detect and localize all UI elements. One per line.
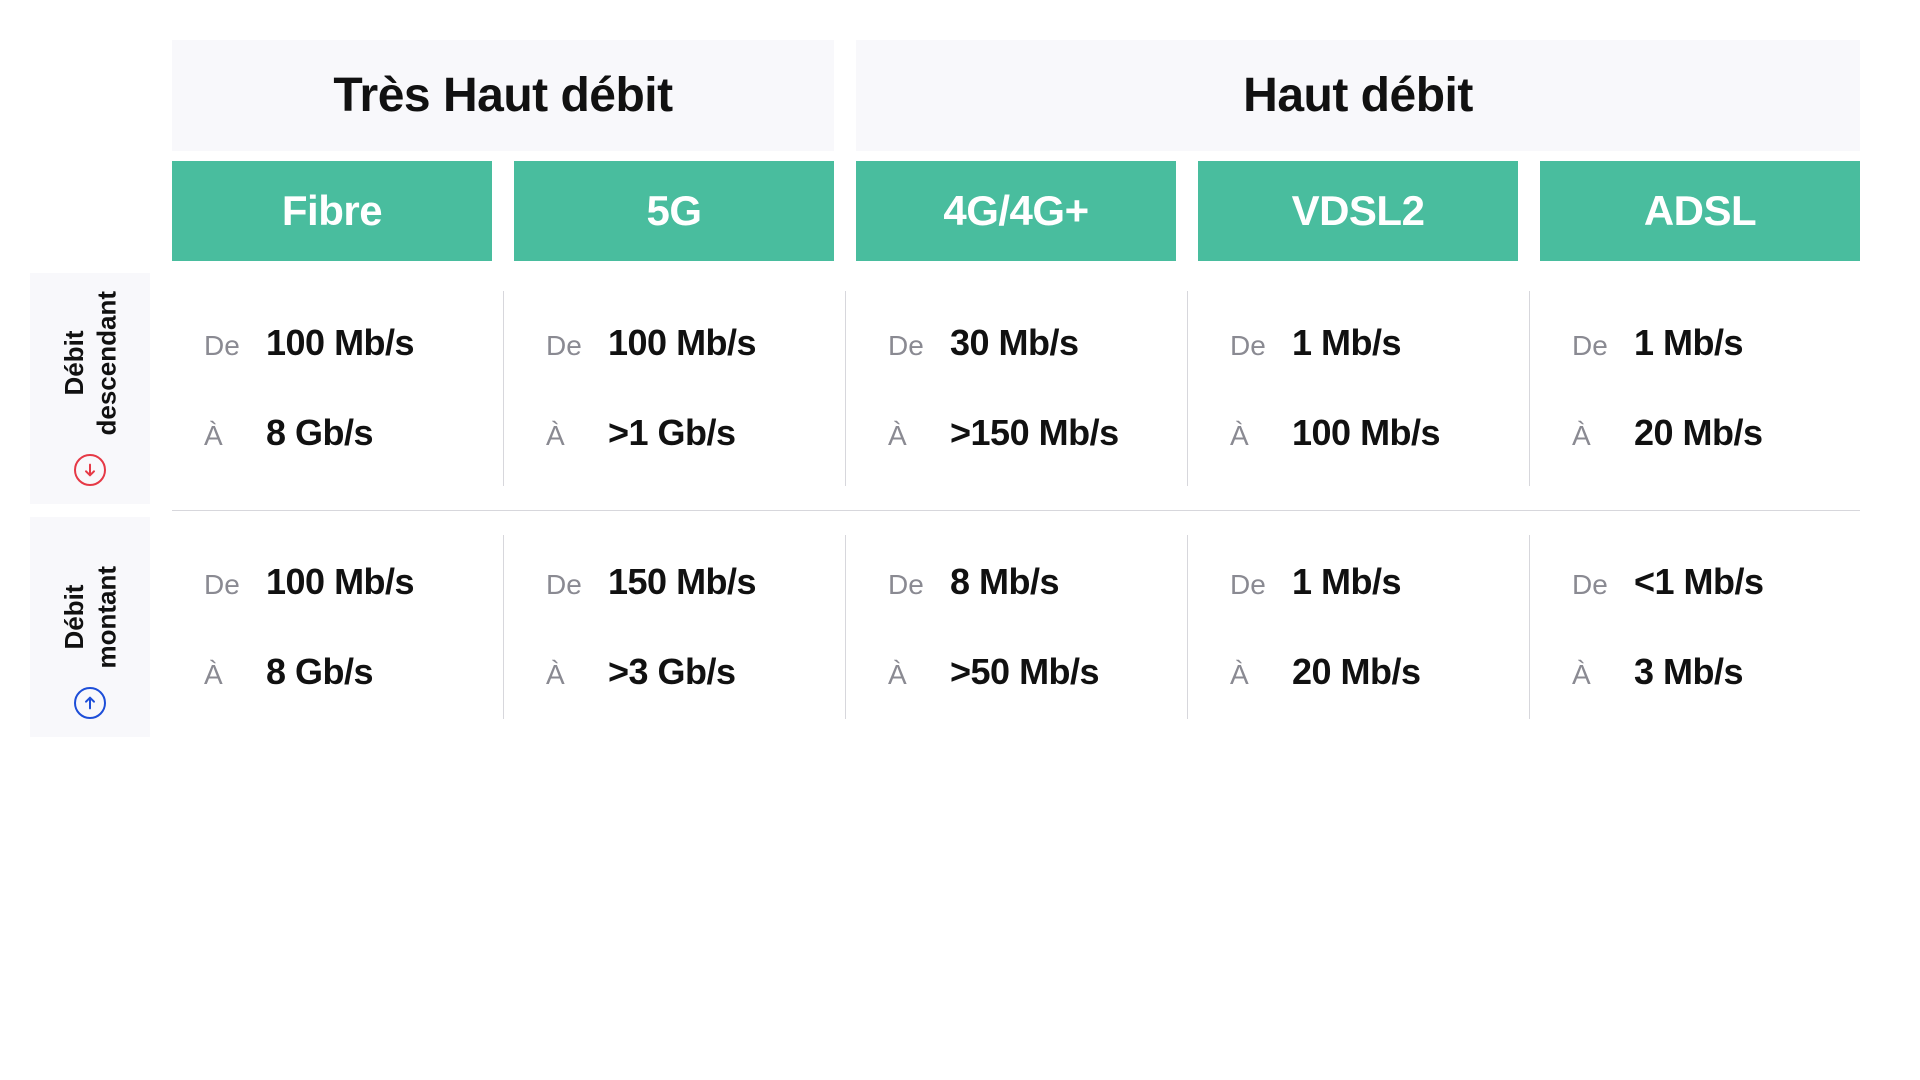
- cell-down-2: De 30 Mb/s À >150 Mb/s: [856, 273, 1176, 504]
- cell-down-3-to: À 100 Mb/s: [1208, 412, 1508, 454]
- value: 1 Mb/s: [1292, 322, 1401, 364]
- value: >1 Gb/s: [608, 412, 736, 454]
- value: 100 Mb/s: [1292, 412, 1440, 454]
- prefix-to: À: [1572, 659, 1616, 691]
- cell-up-1-to: À >3 Gb/s: [524, 651, 824, 693]
- spacer: [30, 261, 1860, 273]
- prefix-to: À: [888, 659, 932, 691]
- value: 1 Mb/s: [1634, 322, 1743, 364]
- cell-up-3-from: De 1 Mb/s: [1208, 561, 1508, 603]
- arrow-up-icon-svg: [82, 695, 98, 711]
- cell-up-3-to: À 20 Mb/s: [1208, 651, 1508, 693]
- cell-down-1-from: De 100 Mb/s: [524, 322, 824, 364]
- cell-down-0: De 100 Mb/s À 8 Gb/s: [172, 273, 492, 504]
- value: 8 Gb/s: [266, 412, 373, 454]
- section-divider: [172, 510, 1860, 511]
- arrow-up-icon-circle: [74, 687, 106, 719]
- row-label-down: Débitdescendant: [30, 273, 150, 504]
- row-label-up: Débitmontant: [30, 517, 150, 737]
- prefix-from: De: [888, 330, 932, 362]
- row-label-up-text: Débitmontant: [58, 566, 123, 669]
- value: >150 Mb/s: [950, 412, 1119, 454]
- tech-header-2: 4G/4G+: [856, 161, 1176, 261]
- prefix-from: De: [546, 569, 590, 601]
- value: 150 Mb/s: [608, 561, 756, 603]
- empty-corner-2: [30, 161, 150, 261]
- prefix-to: À: [546, 659, 590, 691]
- prefix-to: À: [1230, 659, 1274, 691]
- cell-down-3-from: De 1 Mb/s: [1208, 322, 1508, 364]
- value: 100 Mb/s: [266, 561, 414, 603]
- cell-up-0-from: De 100 Mb/s: [182, 561, 482, 603]
- tech-header-4: ADSL: [1540, 161, 1860, 261]
- value: 100 Mb/s: [266, 322, 414, 364]
- prefix-to: À: [1230, 420, 1274, 452]
- prefix-to: À: [1572, 420, 1616, 452]
- category-header-thd: Très Haut débit: [172, 40, 834, 151]
- cell-down-0-from: De 100 Mb/s: [182, 322, 482, 364]
- cell-up-0: De 100 Mb/s À 8 Gb/s: [172, 517, 492, 737]
- cell-up-0-to: À 8 Gb/s: [182, 651, 482, 693]
- cell-up-2: De 8 Mb/s À >50 Mb/s: [856, 517, 1176, 737]
- tech-header-0: Fibre: [172, 161, 492, 261]
- row-label-down-text: Débitdescendant: [58, 291, 123, 436]
- cell-down-3: De 1 Mb/s À 100 Mb/s: [1198, 273, 1518, 504]
- value: 20 Mb/s: [1634, 412, 1763, 454]
- prefix-from: De: [1230, 330, 1274, 362]
- prefix-from: De: [888, 569, 932, 601]
- tech-header-3: VDSL2: [1198, 161, 1518, 261]
- cell-down-4: De 1 Mb/s À 20 Mb/s: [1540, 273, 1860, 504]
- prefix-from: De: [204, 330, 248, 362]
- value: >50 Mb/s: [950, 651, 1099, 693]
- value: 3 Mb/s: [1634, 651, 1743, 693]
- empty-divider-label: [30, 504, 150, 517]
- cell-up-2-to: À >50 Mb/s: [866, 651, 1166, 693]
- comparison-table: Très Haut débit Haut débit Fibre 5G 4G/4…: [0, 0, 1920, 777]
- cell-down-2-to: À >150 Mb/s: [866, 412, 1166, 454]
- prefix-from: De: [1230, 569, 1274, 601]
- value: >3 Gb/s: [608, 651, 736, 693]
- cell-up-4-from: De <1 Mb/s: [1550, 561, 1850, 603]
- arrow-up-icon: [74, 687, 106, 719]
- value: 8 Gb/s: [266, 651, 373, 693]
- cell-up-3: De 1 Mb/s À 20 Mb/s: [1198, 517, 1518, 737]
- arrow-down-icon: [74, 454, 106, 486]
- value: 20 Mb/s: [1292, 651, 1421, 693]
- cell-down-4-to: À 20 Mb/s: [1550, 412, 1850, 454]
- spacer: [30, 151, 1860, 161]
- prefix-from: De: [1572, 569, 1616, 601]
- cell-up-4-to: À 3 Mb/s: [1550, 651, 1850, 693]
- value: 1 Mb/s: [1292, 561, 1401, 603]
- arrow-down-icon-circle: [74, 454, 106, 486]
- prefix-to: À: [204, 420, 248, 452]
- value: 8 Mb/s: [950, 561, 1059, 603]
- prefix-to: À: [888, 420, 932, 452]
- prefix-from: De: [1572, 330, 1616, 362]
- prefix-to: À: [204, 659, 248, 691]
- prefix-from: De: [546, 330, 590, 362]
- prefix-to: À: [546, 420, 590, 452]
- cell-up-4: De <1 Mb/s À 3 Mb/s: [1540, 517, 1860, 737]
- tech-header-1: 5G: [514, 161, 834, 261]
- cell-down-1: De 100 Mb/s À >1 Gb/s: [514, 273, 834, 504]
- grid: Très Haut débit Haut débit Fibre 5G 4G/4…: [30, 40, 1860, 737]
- cell-down-1-to: À >1 Gb/s: [524, 412, 824, 454]
- cell-up-2-from: De 8 Mb/s: [866, 561, 1166, 603]
- empty-corner: [30, 40, 150, 151]
- arrow-down-icon-svg: [82, 462, 98, 478]
- value: 100 Mb/s: [608, 322, 756, 364]
- cell-up-1-from: De 150 Mb/s: [524, 561, 824, 603]
- value: <1 Mb/s: [1634, 561, 1764, 603]
- cell-down-2-from: De 30 Mb/s: [866, 322, 1166, 364]
- prefix-from: De: [204, 569, 248, 601]
- cell-down-4-from: De 1 Mb/s: [1550, 322, 1850, 364]
- cell-down-0-to: À 8 Gb/s: [182, 412, 482, 454]
- category-header-hd: Haut débit: [856, 40, 1860, 151]
- cell-up-1: De 150 Mb/s À >3 Gb/s: [514, 517, 834, 737]
- value: 30 Mb/s: [950, 322, 1079, 364]
